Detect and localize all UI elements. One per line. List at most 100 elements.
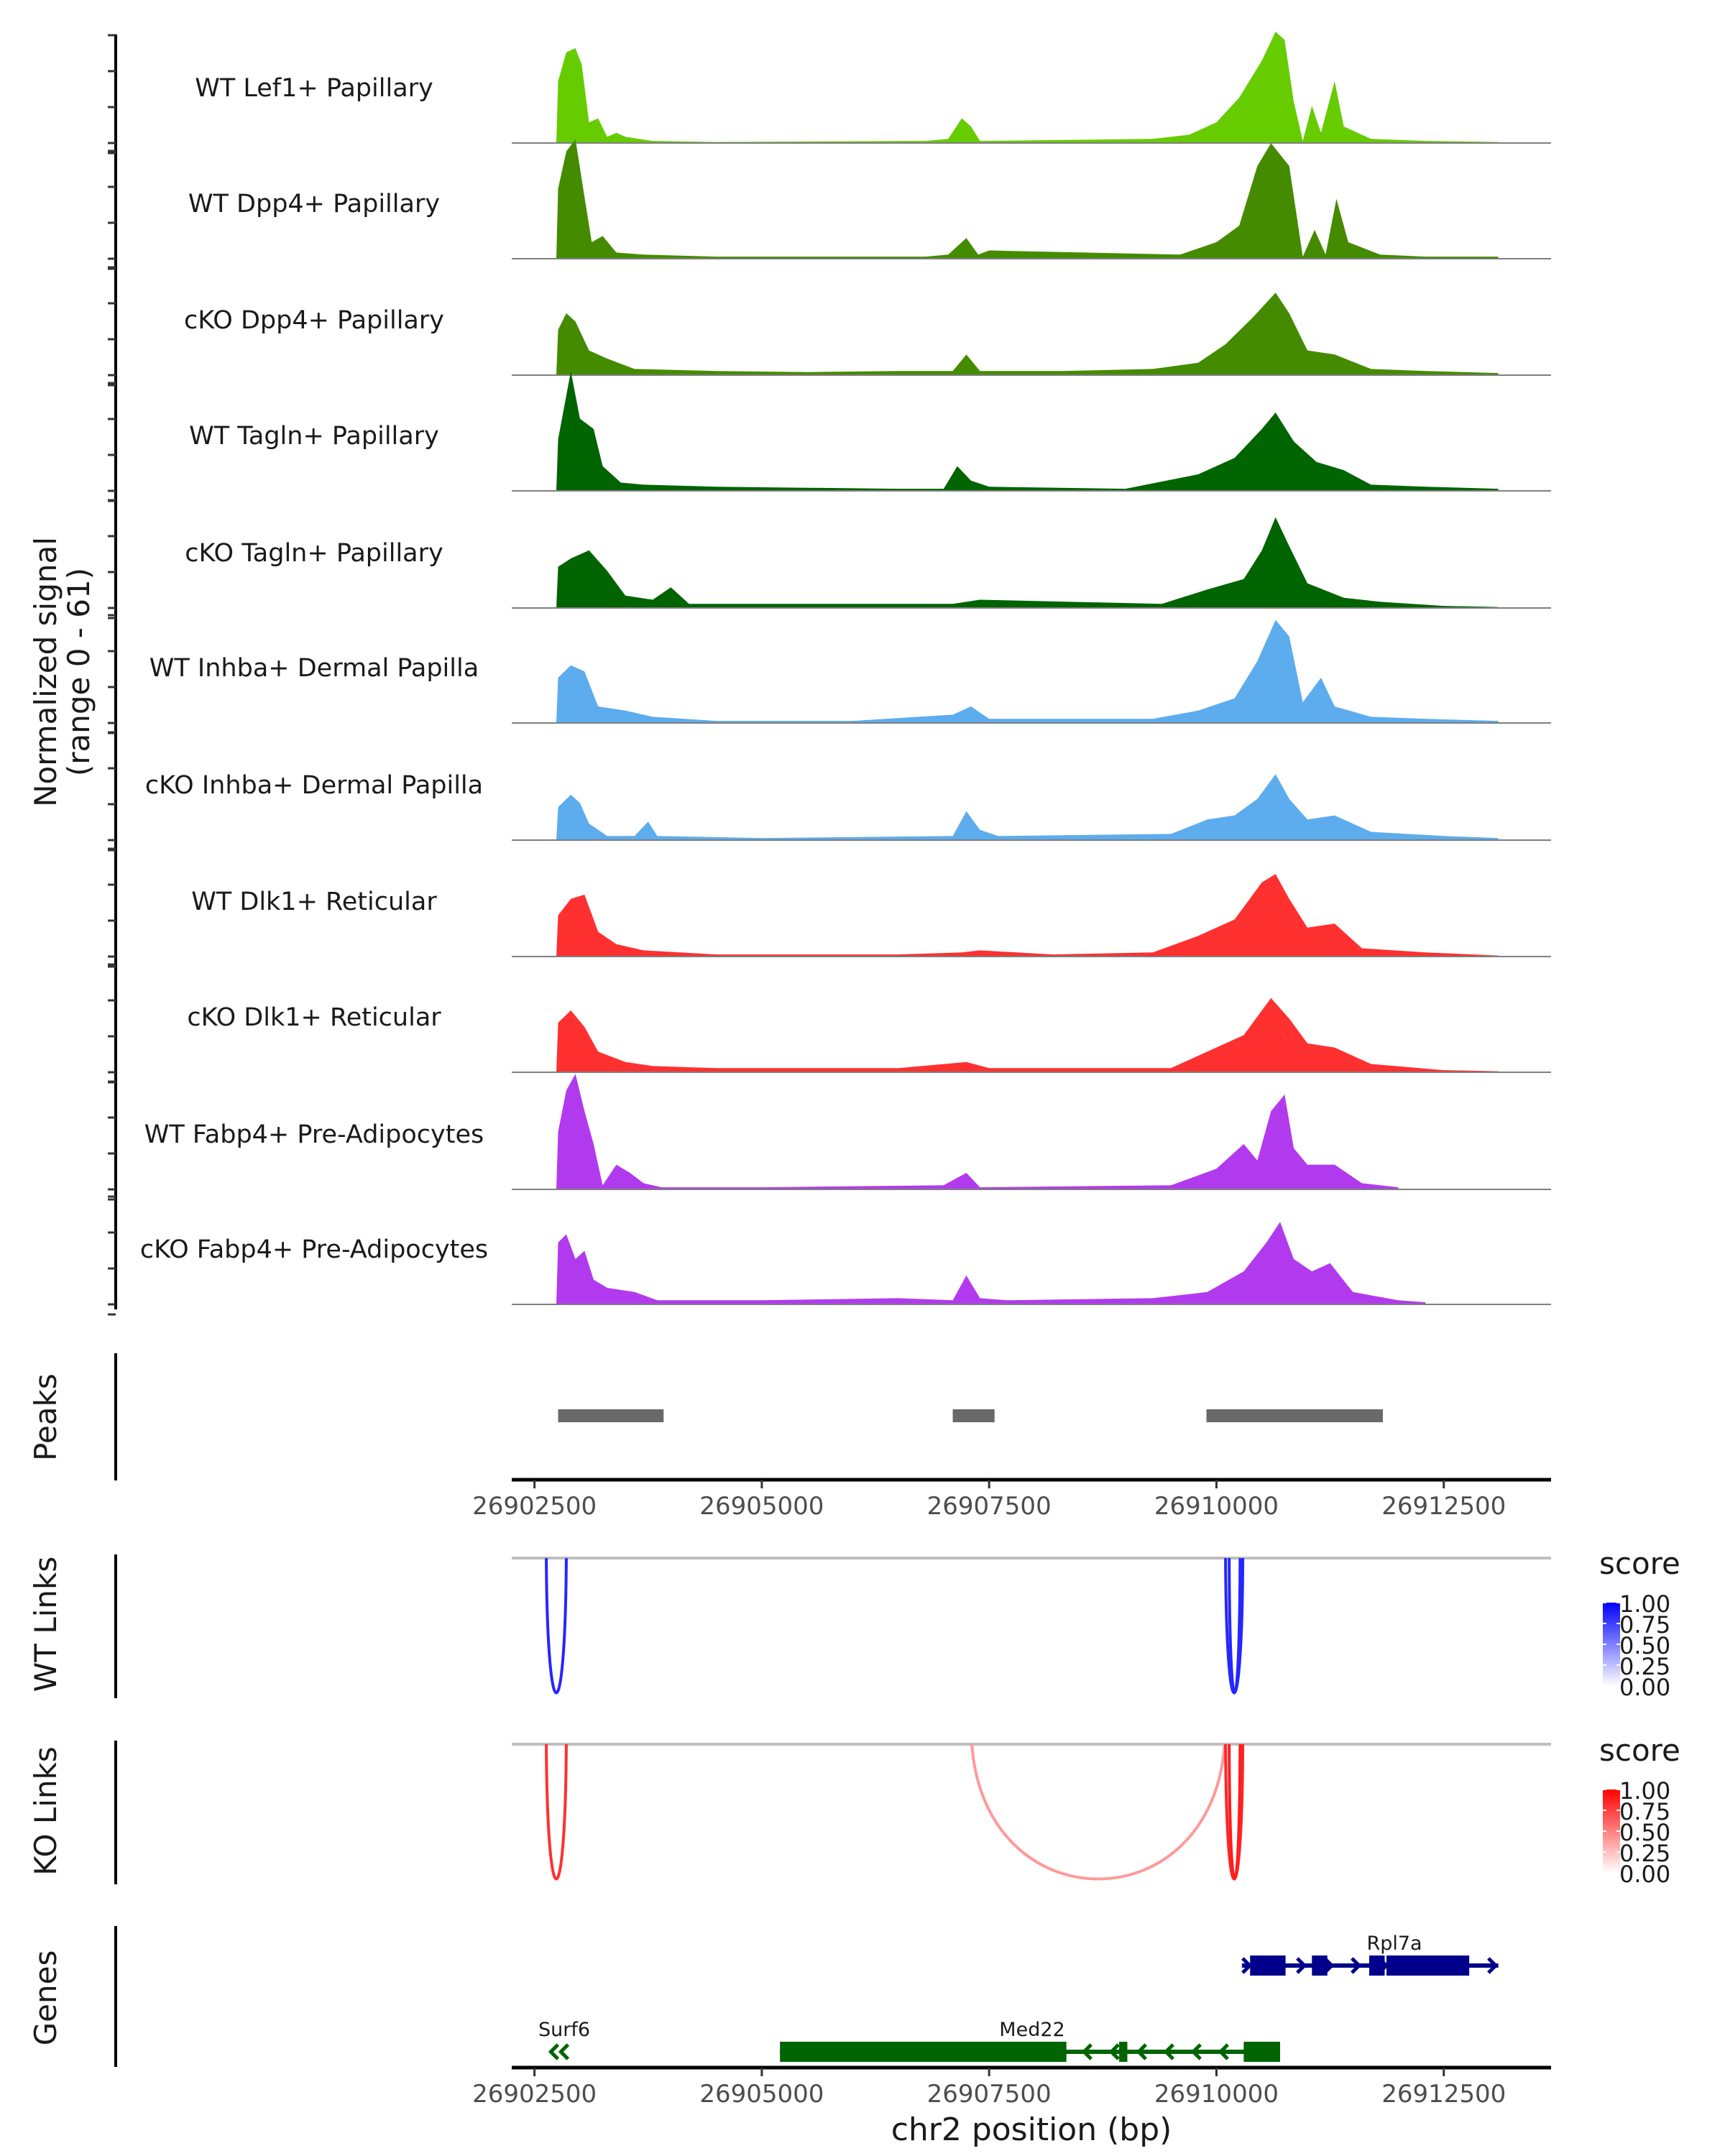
links-panels (114, 1554, 1551, 1884)
gene-med22: Med22 (780, 2019, 1281, 2062)
legend-tick-label: 0.75 (1619, 1798, 1670, 1825)
score-legends: score1.000.750.500.250.00score1.000.750.… (1599, 1546, 1680, 1888)
gene-rpl7a: Rpl7a (1241, 1932, 1499, 1976)
strand-arrow-icon (548, 2043, 560, 2060)
legend-tick-label: 0.25 (1619, 1653, 1670, 1680)
legend-tick-label: 0.50 (1619, 1632, 1670, 1659)
x-tick-label: 26902500 (472, 2080, 597, 2109)
strand-arrow-icon (1241, 1957, 1253, 1974)
gene-exon (1243, 2042, 1281, 2062)
x-axis-peaks: 26902500 26905000 26907500 26910000 26912500 (472, 1478, 1551, 1521)
track-wt-fabp4-pre-adipocytes: WT Fabp4+ Pre-Adipocytes (108, 1074, 1551, 1201)
track-wt-tagln-papillary: WT Tagln+ Papillary (108, 371, 1551, 502)
gene-exon (1368, 1955, 1385, 1976)
gene-exon (1386, 1955, 1470, 1976)
x-tick-label: 26905000 (699, 2080, 824, 2109)
x-tick-label: 26907500 (927, 2080, 1052, 2109)
genes-panel: Rpl7a Surf6 Med22 (114, 1926, 1499, 2067)
strand-arrow-icon (1296, 1957, 1307, 1974)
x-tick-label: 26912500 (1381, 1492, 1506, 1521)
track-cko-inhba-dermal-papilla: cKO Inhba+ Dermal Papilla (108, 731, 1551, 852)
track-area (556, 1222, 1426, 1304)
track-wt-dpp4-papillary: WT Dpp4+ Papillary (108, 139, 1551, 270)
legend-tick-label: 0.25 (1619, 1840, 1670, 1867)
track-area (556, 1074, 1399, 1189)
x-axis-genes: 26902500 26905000 26907500 26910000 26912500 (472, 2065, 1551, 2109)
x-axis-title: chr2 position (bp) (891, 2111, 1172, 2148)
strand-arrow-icon (558, 2043, 570, 2060)
track-area (556, 619, 1499, 723)
track-label: WT Fabp4+ Pre-Adipocytes (144, 1120, 484, 1149)
link-arc (1228, 1557, 1242, 1695)
strand-arrow-icon (1487, 1957, 1499, 1974)
gene-surf6: Surf6 (538, 2019, 590, 2060)
track-label: WT Inhba+ Dermal Papilla (150, 654, 479, 683)
gene-exon (1312, 1955, 1328, 1976)
x-tick-label: 26907500 (927, 1492, 1052, 1521)
gene-label: Surf6 (538, 2019, 590, 2041)
x-tick-label: 26905000 (699, 1492, 824, 1521)
track-area (556, 139, 1499, 259)
track-area (556, 517, 1499, 608)
track-area (556, 292, 1499, 375)
peak-region (952, 1409, 995, 1422)
strand-arrow-icon (1081, 2043, 1092, 2060)
gene-exon (1250, 1955, 1286, 1976)
track-cko-dpp4-papillary: cKO Dpp4+ Papillary (108, 266, 1551, 387)
track-cko-tagln-papillary: cKO Tagln+ Papillary (108, 499, 1551, 619)
legend-title: score (1599, 1546, 1680, 1581)
strand-arrow-icon (1190, 2043, 1202, 2060)
legend-tick-label: 1.00 (1619, 1590, 1670, 1618)
track-cko-fabp4-pre-adipocytes: cKO Fabp4+ Pre-Adipocytes (108, 1195, 1551, 1316)
legend-tick-label: 0.00 (1619, 1674, 1670, 1701)
track-wt-inhba-dermal-papilla: WT Inhba+ Dermal Papilla (108, 614, 1551, 734)
ko-links-score-legend: score 1.000.750.500.250.00 (1599, 1733, 1680, 1888)
gene-exon (780, 2042, 1067, 2062)
track-wt-lef1-papillary: WT Lef1+ Papillary (108, 32, 1551, 155)
x-tick-label: 26910000 (1154, 1492, 1279, 1521)
strand-arrow-icon (1218, 2043, 1229, 2060)
strand-arrow-icon (1136, 2043, 1147, 2060)
wt-links-panel (114, 1554, 1551, 1698)
wt-links-score-legend: score 1.000.750.500.250.00 (1599, 1546, 1680, 1701)
y-axis-title-line1: Normalized signal (28, 537, 63, 807)
track-label: cKO Inhba+ Dermal Papilla (145, 771, 483, 800)
track-label: WT Lef1+ Papillary (195, 74, 433, 103)
strand-arrow-icon (1108, 2043, 1120, 2060)
link-arc (545, 1557, 568, 1695)
track-cko-dlk1-reticular: cKO Dlk1+ Reticular (108, 963, 1551, 1084)
peak-region (1206, 1409, 1383, 1422)
legend-tick-label: 0.75 (1619, 1611, 1670, 1639)
link-arc (970, 1743, 1226, 1881)
wt-links-panel-label: WT Links (28, 1557, 63, 1692)
track-label: WT Tagln+ Papillary (189, 422, 439, 451)
x-tick-label: 26912500 (1381, 2080, 1506, 2109)
track-label: cKO Dpp4+ Papillary (184, 306, 444, 335)
strand-arrow-icon (1163, 2043, 1174, 2060)
track-area (556, 371, 1499, 491)
y-axis-title-line2: (range 0 - 61) (61, 568, 96, 776)
track-label: WT Dpp4+ Papillary (188, 190, 440, 218)
track-label: WT Dlk1+ Reticular (191, 888, 437, 916)
track-area (556, 32, 1499, 143)
track-wt-dlk1-reticular: WT Dlk1+ Reticular (108, 847, 1551, 968)
strand-arrow-icon (1351, 1957, 1362, 1974)
legend-title: score (1599, 1733, 1680, 1768)
ko-links-panel (114, 1741, 1551, 1884)
link-arc (545, 1743, 568, 1881)
track-area (556, 998, 1499, 1072)
track-area (556, 874, 1499, 957)
y-axis-title: Normalized signal (range 0 - 61) (28, 537, 96, 807)
link-arc (1228, 1743, 1242, 1881)
track-label: cKO Dlk1+ Reticular (187, 1003, 441, 1032)
coverage-tracks: WT Lef1+ Papillary WT Dpp4+ Papillary cKO … (108, 32, 1551, 1316)
legend-tick-label: 1.00 (1619, 1777, 1670, 1805)
gene-label: Rpl7a (1366, 1932, 1422, 1955)
gene-label: Med22 (999, 2019, 1064, 2041)
x-tick-label: 26910000 (1154, 2080, 1279, 2109)
peak-region (558, 1409, 664, 1422)
genes-panel-label: Genes (28, 1950, 63, 2046)
peaks-panel (114, 1353, 1383, 1480)
x-tick-label: 26902500 (472, 1492, 597, 1521)
peaks-panel-label: Peaks (28, 1373, 63, 1461)
